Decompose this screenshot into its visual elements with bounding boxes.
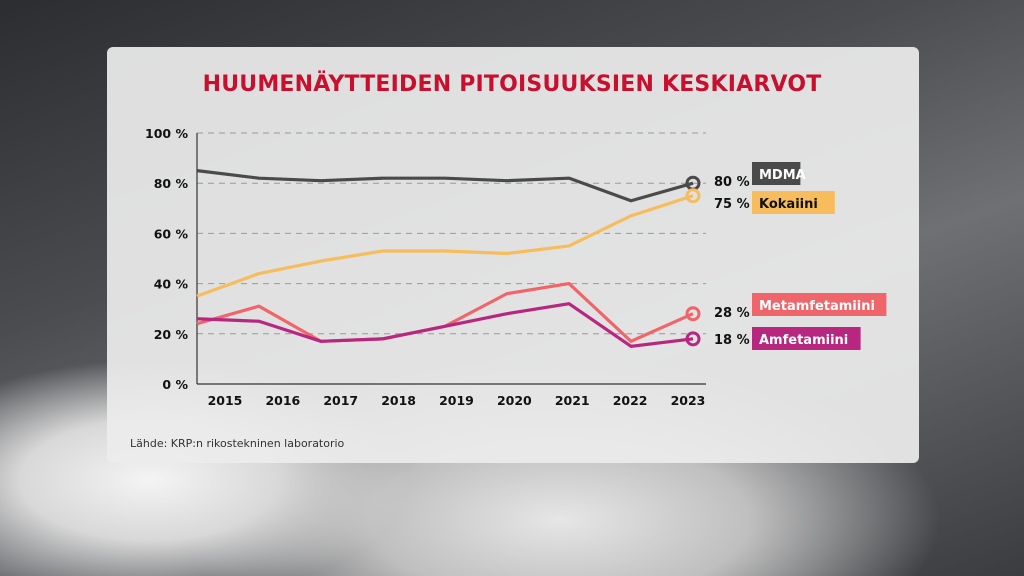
series-legend-label: Amfetamiini bbox=[759, 333, 848, 348]
y-tick-label: 80 % bbox=[154, 176, 189, 191]
x-tick-label: 2019 bbox=[439, 393, 474, 408]
x-tick-label: 2015 bbox=[208, 393, 243, 408]
series-line-amfetamiini bbox=[196, 302, 694, 348]
series-end-marker bbox=[685, 188, 701, 204]
series-legend-box bbox=[752, 293, 887, 316]
series-end-marker bbox=[685, 306, 701, 322]
series-end-marker bbox=[685, 331, 701, 347]
series-legend-label: MDMA bbox=[759, 168, 806, 183]
y-tick-label: 100 % bbox=[145, 126, 188, 141]
chart-title: HUUMENÄYTTEIDEN PITOISUUKSIEN KESKIARVOT bbox=[202, 72, 822, 97]
series-legend-box bbox=[752, 162, 801, 185]
series-end-value: 18 % bbox=[714, 333, 750, 348]
chart-source: Lähde: KRP:n rikostekninen laboratorio bbox=[130, 437, 345, 450]
y-tick-label: 20 % bbox=[154, 327, 189, 342]
series-end-value: 75 % bbox=[714, 197, 750, 212]
x-tick-label: 2023 bbox=[671, 393, 706, 408]
x-tick-label: 2017 bbox=[323, 393, 358, 408]
x-tick-label: 2018 bbox=[381, 393, 416, 408]
series-legend-label: Metamfetamiini bbox=[759, 299, 875, 314]
y-tick-label: 60 % bbox=[154, 226, 189, 241]
series-line-metamfetamiini bbox=[196, 282, 694, 343]
y-tick-label: 0 % bbox=[162, 377, 188, 392]
series-legend-box bbox=[752, 191, 835, 214]
series-end-value: 80 % bbox=[714, 175, 750, 190]
series-legend-label: Kokaiini bbox=[759, 197, 818, 212]
y-tick-label: 40 % bbox=[154, 277, 189, 292]
x-tick-label: 2016 bbox=[265, 393, 300, 408]
series-line-kokaiini bbox=[196, 194, 694, 298]
x-tick-label: 2021 bbox=[555, 393, 590, 408]
series-line-mdma bbox=[196, 169, 694, 203]
chart-card bbox=[107, 47, 919, 463]
series-legend-box bbox=[752, 327, 861, 350]
series-end-value: 28 % bbox=[714, 306, 750, 321]
x-tick-label: 2022 bbox=[613, 393, 648, 408]
x-tick-label: 2020 bbox=[497, 393, 532, 408]
